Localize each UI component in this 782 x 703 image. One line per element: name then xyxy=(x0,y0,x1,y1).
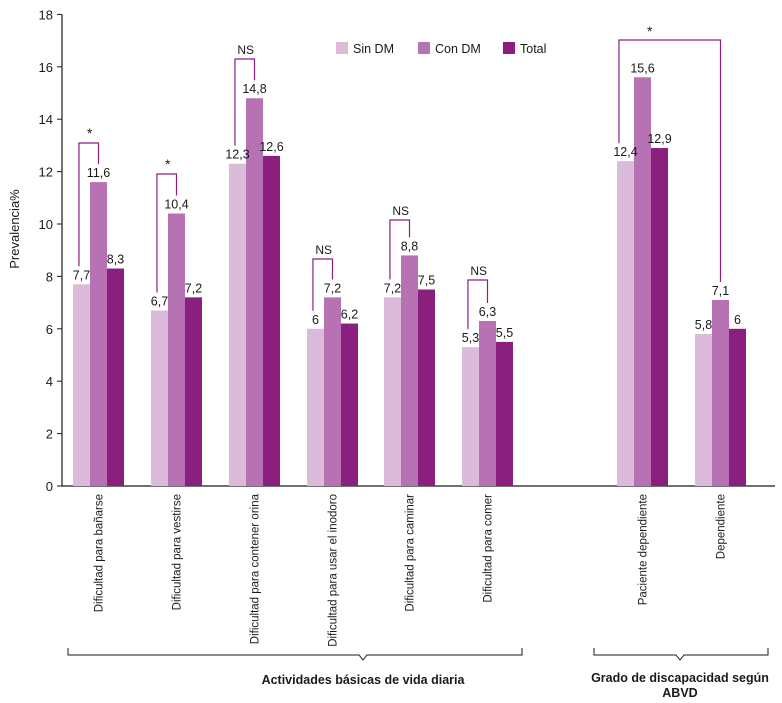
significance-label: NS xyxy=(470,264,487,278)
bar xyxy=(617,161,634,486)
category-label: Dificultad para contener orina xyxy=(250,493,262,644)
legend-swatch xyxy=(336,42,348,54)
data-label: 7,7 xyxy=(73,268,90,282)
bar xyxy=(307,328,324,486)
data-label: 8,8 xyxy=(401,239,418,253)
bar xyxy=(341,323,358,486)
data-label: 6 xyxy=(312,313,319,327)
significance-label: NS xyxy=(392,204,409,218)
data-label: 7,5 xyxy=(418,274,435,288)
bar xyxy=(90,182,107,486)
group-brace xyxy=(593,648,769,661)
y-axis-label: Prevalencia% xyxy=(7,189,22,269)
data-label: 6 xyxy=(734,313,741,327)
group-braces: Actividades básicas de vida diaria Grado … xyxy=(67,648,769,700)
bar xyxy=(712,299,729,486)
data-label: 7,2 xyxy=(384,281,401,295)
bar xyxy=(168,213,185,486)
data-label: 6,7 xyxy=(151,294,168,308)
group-label: ABVD xyxy=(662,686,697,700)
data-label: 15,6 xyxy=(630,61,654,75)
data-label: 7,2 xyxy=(324,281,341,295)
category-label: Dificultad para usar el inodoro xyxy=(328,494,340,647)
category-label: Dificultad para comer xyxy=(483,494,495,603)
bar xyxy=(384,297,401,486)
significance-label: * xyxy=(87,125,93,141)
significance-bracket xyxy=(312,258,334,311)
bar xyxy=(729,328,746,486)
data-labels: 7,7 6,7 12,3 6 7,2 5,3 12,4 5,8 11,6 10,4 14,8 7,2 8… xyxy=(73,61,741,345)
data-label: 12,3 xyxy=(225,148,249,162)
significance-bracket xyxy=(389,219,411,280)
significance-label: * xyxy=(647,23,653,39)
data-label: 8,3 xyxy=(107,253,124,267)
group-brace xyxy=(67,648,523,661)
bar xyxy=(634,77,651,486)
bar xyxy=(263,155,280,486)
y-tick-label: 14 xyxy=(39,112,53,127)
significance-bracket xyxy=(234,58,256,146)
bars xyxy=(73,77,746,487)
significance-label: * xyxy=(165,156,171,172)
y-tick-label: 12 xyxy=(39,165,53,180)
bar xyxy=(185,297,202,486)
bar xyxy=(651,148,668,486)
y-tick-label: 8 xyxy=(46,269,53,284)
significance-label: NS xyxy=(237,43,254,57)
y-tick-label: 4 xyxy=(46,374,53,389)
bar xyxy=(151,310,168,486)
data-label: 12,4 xyxy=(613,145,637,159)
bar xyxy=(401,255,418,486)
legend-label: Con DM xyxy=(435,42,481,56)
data-label: 5,3 xyxy=(462,331,479,345)
data-label: 11,6 xyxy=(87,166,110,180)
data-label: 5,5 xyxy=(496,326,513,340)
legend-swatch xyxy=(418,42,430,54)
y-tick-label: 6 xyxy=(46,322,53,337)
y-tick-label: 16 xyxy=(39,60,53,75)
category-labels: Dificultad para bañarse Dificultad para v… xyxy=(94,493,728,646)
bar xyxy=(496,341,513,486)
data-label: 6,3 xyxy=(479,305,496,319)
significance-label: NS xyxy=(315,243,332,257)
bar xyxy=(695,334,712,486)
significance-bracket xyxy=(467,279,489,330)
group-label: Grado de discapacidad según xyxy=(591,671,769,685)
data-label: 12,6 xyxy=(259,140,283,154)
category-label: Dificultad para caminar xyxy=(405,494,417,612)
data-label: 12,9 xyxy=(647,132,671,146)
category-label: Dificultad para bañarse xyxy=(94,494,106,612)
significance-bracket xyxy=(156,173,178,293)
bar xyxy=(73,284,90,486)
bar xyxy=(462,347,479,486)
data-label: 5,8 xyxy=(695,318,712,332)
bar xyxy=(229,163,246,487)
group-label: Actividades básicas de vida diaria xyxy=(262,673,466,687)
y-tick-label: 2 xyxy=(46,427,53,442)
bar xyxy=(107,268,124,486)
legend: Sin DM Con DM Total xyxy=(336,42,546,56)
y-tick-label: 18 xyxy=(39,7,53,22)
category-label: Dependiente xyxy=(716,494,728,559)
bar xyxy=(246,98,263,487)
significance-bracket xyxy=(78,142,100,267)
category-label: Dificultad para vestirse xyxy=(172,494,184,610)
bar xyxy=(479,320,496,486)
data-label: 14,8 xyxy=(242,82,266,96)
legend-label: Total xyxy=(520,42,546,56)
legend-label: Sin DM xyxy=(353,42,394,56)
data-label: 6,2 xyxy=(341,308,358,322)
significance-bracket xyxy=(618,39,722,282)
legend-swatch xyxy=(503,42,515,54)
bar xyxy=(418,289,435,486)
y-tick-label: 10 xyxy=(39,217,53,232)
y-tick-label: 0 xyxy=(46,479,53,494)
category-label: Paciente dependiente xyxy=(638,494,650,605)
data-label: 7,1 xyxy=(712,284,729,298)
bar xyxy=(324,297,341,486)
significance-brackets: * * NS NS NS NS * xyxy=(78,23,722,330)
data-label: 10,4 xyxy=(164,198,188,212)
data-label: 7,2 xyxy=(185,281,202,295)
